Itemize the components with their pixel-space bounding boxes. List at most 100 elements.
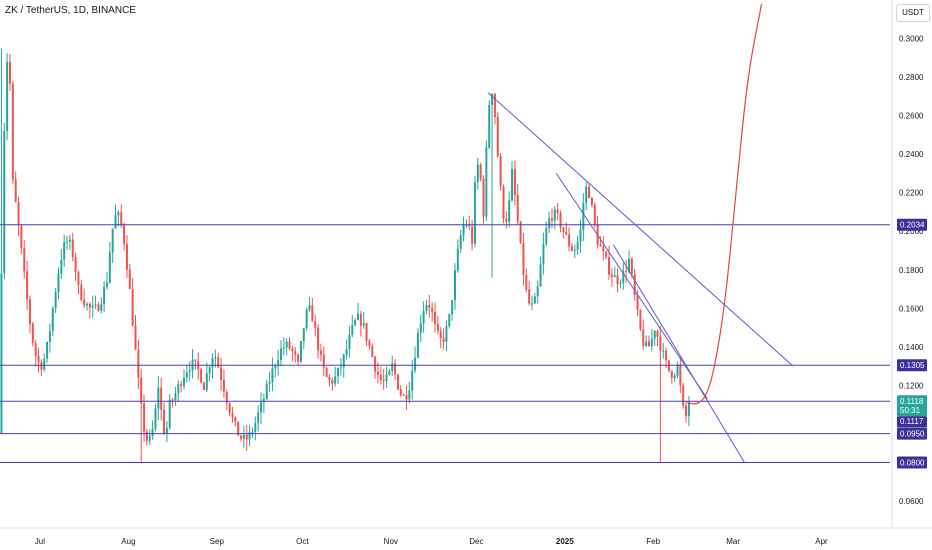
candle	[242, 425, 245, 448]
candle	[685, 400, 688, 423]
candle	[682, 383, 685, 409]
candle	[6, 53, 9, 140]
candle	[165, 421, 168, 443]
y-tick-label: 0.2800	[899, 73, 924, 82]
candle	[582, 193, 585, 242]
candle	[511, 161, 514, 202]
candle	[257, 405, 260, 432]
candle	[294, 347, 297, 363]
candle	[74, 252, 77, 282]
candle	[434, 302, 437, 333]
candle	[17, 196, 20, 236]
candle	[374, 355, 377, 379]
candle	[556, 202, 559, 221]
y-tick-label: 0.3000	[899, 35, 924, 44]
candle	[665, 347, 668, 369]
candle	[68, 234, 71, 250]
candle	[650, 329, 653, 352]
candle	[613, 266, 616, 278]
candle	[513, 160, 516, 206]
candle	[277, 349, 280, 376]
candle	[559, 210, 562, 233]
candle	[31, 322, 34, 347]
candle	[91, 295, 94, 318]
candle	[191, 349, 194, 379]
candle	[319, 344, 322, 362]
candle	[54, 287, 57, 314]
candle	[20, 223, 23, 254]
x-tick-label: Apr	[815, 537, 828, 546]
candle	[357, 302, 359, 321]
candle	[202, 381, 205, 391]
candle	[279, 340, 282, 367]
candle	[334, 366, 337, 387]
candle	[453, 263, 456, 310]
x-tick-label: Sep	[210, 537, 225, 546]
candle	[639, 308, 642, 332]
x-tick-label: Aug	[121, 537, 135, 546]
candle	[134, 315, 137, 350]
candle	[673, 373, 676, 382]
candle	[505, 211, 508, 229]
candle	[251, 427, 254, 438]
candle	[439, 327, 442, 348]
candle	[545, 221, 548, 247]
x-tick-label: Feb	[646, 537, 660, 546]
projection-curve[interactable]	[687, 3, 763, 405]
candle	[416, 328, 419, 359]
candle	[553, 205, 556, 230]
y-tick-label: 0.1200	[899, 381, 924, 390]
candle	[302, 328, 305, 350]
candle	[0, 48, 3, 434]
candle	[670, 370, 673, 384]
candle	[647, 335, 650, 347]
candle	[140, 368, 143, 463]
candle	[117, 210, 120, 227]
candle	[533, 292, 536, 304]
candle	[262, 393, 265, 414]
candle	[351, 315, 354, 338]
candle	[616, 268, 619, 293]
candle	[656, 329, 659, 347]
candle	[394, 359, 397, 381]
y-tick-label: 0.2200	[899, 189, 924, 198]
candle	[8, 54, 11, 91]
candle	[599, 236, 602, 247]
y-tick-label: 0.2000	[899, 227, 924, 236]
candle	[339, 358, 342, 376]
currency-button[interactable]: USDT	[896, 4, 930, 22]
candle	[348, 325, 351, 358]
candle	[11, 80, 14, 184]
candle	[105, 272, 108, 290]
candle	[602, 236, 605, 261]
candle	[305, 307, 308, 331]
candle	[214, 349, 217, 368]
candle	[197, 352, 200, 380]
trendline[interactable]	[555, 173, 708, 400]
candle	[182, 369, 185, 390]
candle	[645, 335, 648, 348]
candle	[485, 140, 488, 221]
candle	[200, 367, 203, 384]
candle	[368, 339, 371, 350]
level-badge	[897, 427, 927, 440]
x-tick-label: Mar	[726, 537, 740, 546]
level-badge-label: 0.2034	[900, 221, 925, 230]
candle	[60, 249, 63, 279]
candle	[177, 380, 180, 402]
candle	[208, 364, 211, 382]
candle	[46, 341, 49, 363]
x-tick-label: Dec	[469, 537, 483, 546]
trendline[interactable]	[612, 244, 745, 463]
candle	[205, 362, 208, 393]
candle	[465, 219, 468, 229]
candle	[125, 235, 128, 278]
candle	[442, 328, 445, 350]
candle	[268, 371, 271, 393]
candle	[240, 434, 243, 442]
candle	[419, 314, 422, 342]
trendline[interactable]	[487, 92, 794, 367]
trendlines[interactable]	[487, 92, 794, 463]
level-badge	[897, 359, 927, 372]
